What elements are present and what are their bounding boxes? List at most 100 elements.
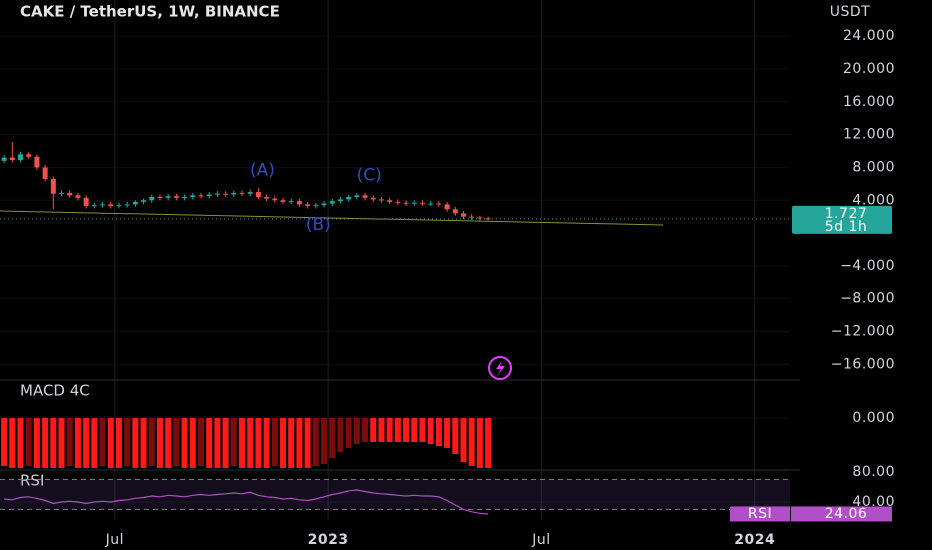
candle-body [26,154,32,157]
y-tick-label: −4.000 [840,258,895,274]
candle-body [346,196,352,200]
macd-bar [271,418,278,466]
candle-body [378,199,384,201]
macd-bar [378,418,385,442]
candle-body [223,193,229,195]
candle-body [18,154,24,161]
macd-bar [132,418,139,468]
candle-body [34,156,40,168]
macd-bar [1,418,8,466]
y-tick-label: −12.000 [831,324,895,340]
rsi-name-label: RSI [748,506,772,522]
wave-annotation: (C) [357,166,382,186]
y-tick-label: 16.000 [843,94,895,110]
candle-body [419,202,425,204]
candle-body [321,203,327,206]
candle-body [387,200,393,202]
macd-bar [476,418,483,468]
macd-bar [255,418,262,468]
candle-body [165,196,171,198]
candle-body [247,192,253,194]
rsi-value-box [791,506,892,522]
candle-body [296,201,302,205]
candle-body [313,205,319,207]
candle-body [182,196,188,198]
macd-bar [304,418,311,468]
macd-bar [9,418,16,468]
countdown-label: 5d 1h [825,219,868,235]
macd-bar [66,418,73,466]
macd-title: MACD 4C [20,382,90,400]
macd-bar [230,418,237,466]
candle-body [75,195,81,198]
x-tick-label: Jul [531,532,550,548]
macd-bar [370,418,377,442]
macd-bar [25,418,32,466]
candle-body [132,201,138,205]
last-price-label: 1.727 [825,206,868,222]
macd-bar [345,418,352,448]
candle-body [460,213,466,217]
macd-bar [329,418,336,458]
macd-bar [99,418,106,466]
x-tick-label: 2023 [308,532,349,548]
y-tick-label: −8.000 [840,291,895,307]
candle-body [370,197,376,200]
y-tick-label: 8.000 [852,159,895,175]
candle-body [1,157,7,161]
macd-bar [386,418,393,442]
macd-bar [427,418,434,444]
candle-body [280,200,286,202]
candle-body [469,216,475,218]
macd-bar [148,418,155,466]
macd-bar [181,418,188,468]
macd-bar [394,418,401,442]
candle-body [100,204,106,206]
rsi-title: RSI [20,472,44,490]
y-tick-label: 4.000 [852,192,895,208]
macd-bar [444,418,451,448]
alert-icon[interactable] [488,356,512,380]
macd-bar [17,418,24,468]
y-tick-label: 12.000 [843,127,895,143]
candle-body [83,197,89,207]
macd-bar [312,418,319,466]
macd-bar [337,418,344,452]
candle-body [428,203,434,205]
candle-body [91,205,97,207]
candle-body [206,194,212,197]
y-tick-label: 20.000 [843,61,895,77]
candle-body [411,202,417,204]
macd-bar [42,418,49,468]
candle-body [124,204,130,206]
candle-body [190,195,196,197]
candle-body [337,199,343,202]
macd-bar [214,418,221,468]
macd-bar [83,418,90,468]
macd-bar [403,418,410,442]
rsi-line [4,489,489,515]
candle-body [305,204,311,207]
macd-bar [296,418,303,468]
macd-bar [58,418,65,468]
macd-bar [189,418,196,468]
macd-bar [173,418,180,466]
macd-bar [247,418,254,468]
candle-body [67,192,73,196]
wave-annotation: (B) [306,215,331,235]
candle-body [403,202,409,204]
candle-body [214,193,220,195]
y-tick-label: 80.00 [852,464,895,480]
macd-bar [197,418,204,466]
candle-body [198,195,204,197]
macd-bar [485,418,492,468]
macd-bar [33,418,40,468]
candle-body [264,196,270,199]
y-tick-label: −16.000 [831,356,895,372]
candle-body [395,201,401,203]
alert-bolt [496,361,505,375]
macd-bar [411,418,418,442]
candle-body [362,195,368,198]
macd-bar [362,418,369,442]
